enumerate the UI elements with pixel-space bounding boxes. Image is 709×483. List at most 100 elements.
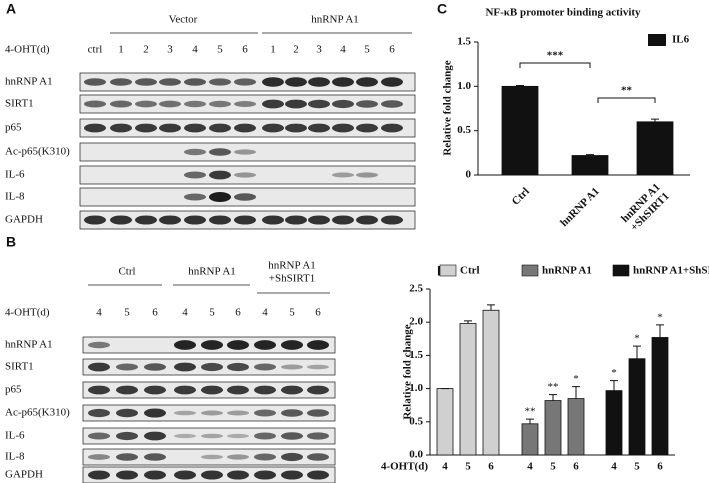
lane-label: 5 <box>209 307 215 319</box>
band <box>144 408 166 418</box>
band <box>110 215 132 225</box>
band <box>381 123 403 133</box>
band <box>201 362 223 372</box>
band <box>307 470 329 480</box>
protein-label: Ac-p65(K310) <box>5 146 70 158</box>
error-bar <box>633 345 641 359</box>
band <box>184 100 206 108</box>
band <box>227 454 249 460</box>
row-label: 4-OHT(d) <box>5 44 50 56</box>
band <box>262 77 284 87</box>
band <box>234 215 256 225</box>
band <box>144 385 166 395</box>
band <box>332 99 354 109</box>
band <box>332 77 354 87</box>
band <box>262 123 284 133</box>
band <box>281 385 303 395</box>
lane-label: 3 <box>167 44 173 56</box>
band <box>307 385 329 395</box>
band <box>307 453 329 461</box>
band <box>174 470 196 480</box>
y-tick-label: 0.5 <box>457 124 471 136</box>
y-tick-label: 1.0 <box>457 80 471 92</box>
legend-swatch <box>612 264 630 277</box>
band <box>209 78 231 86</box>
band <box>201 470 223 480</box>
band <box>116 470 138 480</box>
error-bar <box>516 84 524 87</box>
bar <box>628 358 646 456</box>
y-axis-label: Relative fold change <box>402 324 414 419</box>
band <box>308 99 330 109</box>
blot-strip <box>79 165 416 185</box>
lane-label: 4 <box>262 307 268 319</box>
band <box>381 77 403 87</box>
x-tick-label: 4 <box>611 461 617 473</box>
band <box>144 453 166 461</box>
band <box>254 363 276 371</box>
band <box>254 470 276 480</box>
bar <box>571 155 609 176</box>
legend-label: IL6 <box>672 34 690 46</box>
band <box>174 362 196 372</box>
band <box>227 433 249 439</box>
lane-label: 5 <box>364 44 370 56</box>
lane-label: 3 <box>316 44 322 56</box>
band <box>116 385 138 395</box>
band <box>234 193 256 201</box>
bracket <box>597 97 656 103</box>
lane-label: 6 <box>389 44 395 56</box>
band <box>281 432 303 440</box>
band <box>234 100 256 108</box>
y-tick-label: 2.5 <box>409 283 423 295</box>
band <box>84 215 106 225</box>
protein-label: IL-8 <box>5 451 25 463</box>
lane-label: 5 <box>289 307 295 319</box>
band <box>84 100 106 108</box>
band <box>227 410 249 416</box>
error-bar <box>464 320 472 324</box>
lane-label: 4 <box>96 307 102 319</box>
band <box>84 78 106 86</box>
band <box>144 431 166 441</box>
protein-label: IL-6 <box>5 430 25 442</box>
blot-strip <box>79 142 416 162</box>
band <box>308 77 330 87</box>
significance: ** <box>548 381 559 393</box>
band <box>254 340 276 350</box>
band <box>174 385 196 395</box>
band <box>88 454 110 460</box>
lane-label: 4 <box>182 307 188 319</box>
y-tick-label: 1.5 <box>457 36 471 48</box>
blot-strip <box>82 448 336 466</box>
bar <box>567 398 585 456</box>
band <box>110 123 132 133</box>
x-tick-label: Ctrl <box>510 185 532 207</box>
panel-label: B <box>6 234 16 250</box>
band <box>159 215 181 225</box>
band <box>159 100 181 108</box>
band <box>227 470 249 480</box>
error-bar <box>572 386 580 399</box>
group-header: hnRNP A1 +ShSIRT1 <box>268 259 316 284</box>
band <box>184 148 206 156</box>
protein-label: IL-8 <box>5 191 25 203</box>
band <box>184 193 206 201</box>
band <box>234 149 256 155</box>
error-bar <box>651 118 659 122</box>
error-bar <box>656 324 664 338</box>
x-tick-label: 4 <box>442 461 448 473</box>
band <box>135 100 157 108</box>
band <box>281 409 303 417</box>
band <box>281 470 303 480</box>
band <box>201 433 223 439</box>
protein-label: p65 <box>5 122 22 134</box>
band <box>332 172 354 178</box>
band <box>262 99 284 109</box>
band <box>116 408 138 418</box>
band <box>209 215 231 225</box>
legend-swatch <box>439 264 457 277</box>
protein-label: hnRNP A1 <box>5 339 53 351</box>
group-header: Ctrl <box>118 266 135 278</box>
